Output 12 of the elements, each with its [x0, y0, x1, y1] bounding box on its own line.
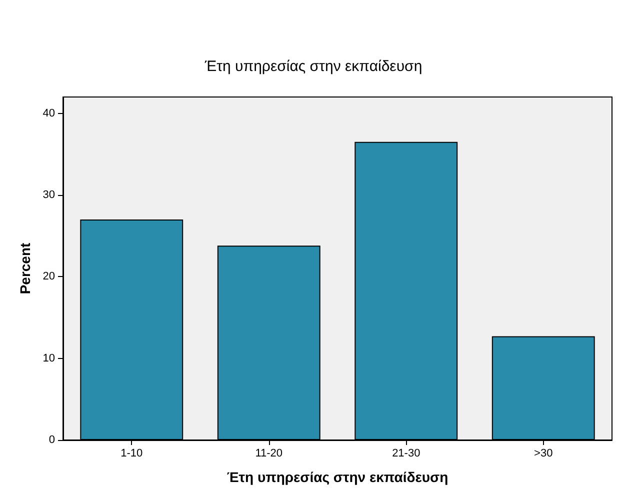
y-tick-label: 40 [42, 107, 55, 120]
y-axis-title: Percent [16, 242, 33, 294]
y-tick-label: 30 [42, 189, 55, 201]
y-tick-label: 20 [42, 270, 55, 283]
x-tick-label: 21-30 [392, 448, 420, 460]
y-tick-label: 0 [48, 434, 55, 446]
y-tick-label: 10 [42, 352, 55, 364]
x-tick-label: 1-10 [120, 448, 143, 460]
x-axis-title: Έτη υπηρεσίας στην εκπαίδευση [226, 469, 448, 485]
x-tick-label: 11-20 [255, 448, 283, 460]
chart-title: Έτη υπηρεσίας στην εκπαίδευση [204, 58, 422, 75]
x-tick-label: >30 [534, 448, 553, 460]
